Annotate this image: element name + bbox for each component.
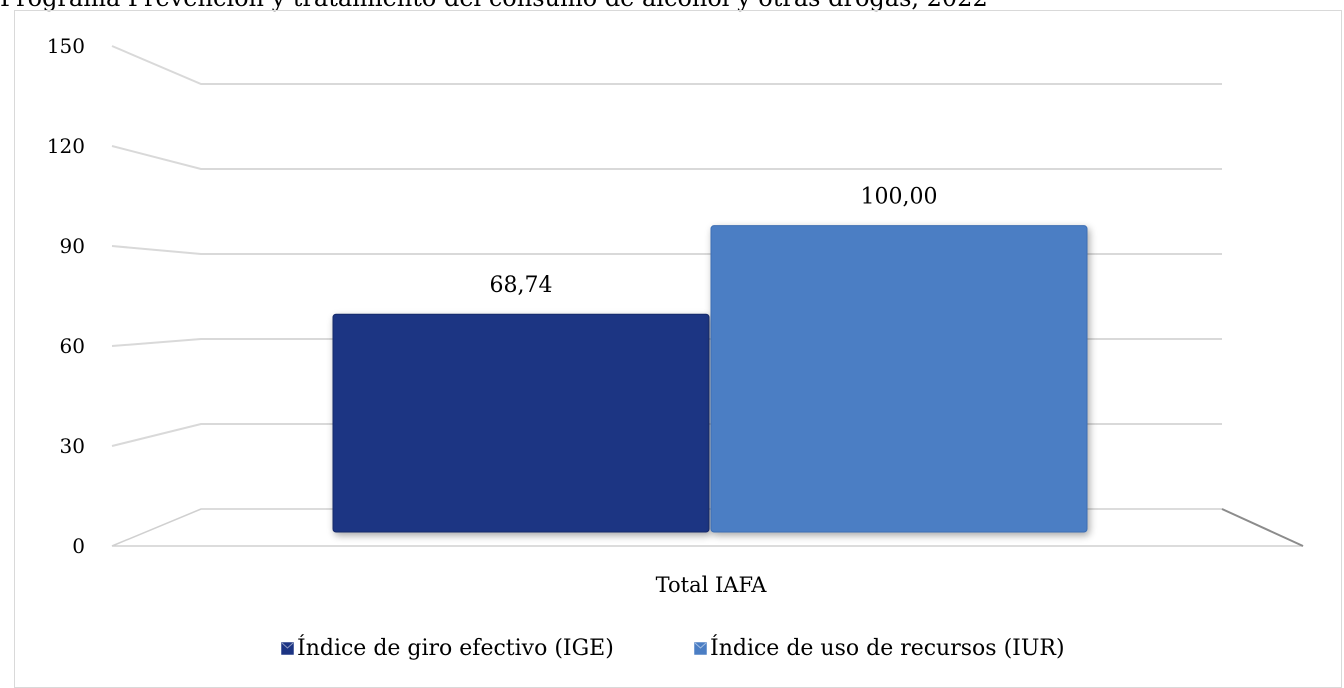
y-tick-label: 150 bbox=[47, 34, 85, 58]
legend-swatch-bevel bbox=[694, 642, 707, 649]
data-label: 68,74 bbox=[490, 273, 553, 298]
category-label: Total IAFA bbox=[656, 573, 768, 597]
y-tick-label: 120 bbox=[47, 134, 85, 158]
legend-swatch-bevel bbox=[281, 642, 294, 649]
y-tick-label: 30 bbox=[60, 434, 85, 458]
data-label: 100,00 bbox=[861, 185, 938, 210]
gridline bbox=[111, 145, 1222, 170]
bar-ige bbox=[332, 313, 710, 533]
y-tick-label: 90 bbox=[60, 234, 85, 258]
chart-title: Programa Prevención y tratamiento del co… bbox=[0, 0, 988, 12]
gridlines bbox=[111, 45, 1304, 547]
floor-edge bbox=[1221, 508, 1304, 547]
legend-label: Índice de giro efectivo (IGE) bbox=[297, 634, 614, 661]
gridline bbox=[111, 45, 1222, 85]
legend-label: Índice de uso de recursos (IUR) bbox=[710, 634, 1065, 661]
y-axis: 0 30 60 90 120 150 bbox=[47, 34, 85, 558]
bar-iur bbox=[710, 225, 1088, 533]
bars: 68,74 100,00 bbox=[332, 185, 1088, 533]
y-tick-label: 0 bbox=[72, 534, 85, 558]
y-tick-label: 60 bbox=[60, 334, 85, 358]
legend: Índice de giro efectivo (IGE) Índice de u… bbox=[280, 634, 1065, 661]
